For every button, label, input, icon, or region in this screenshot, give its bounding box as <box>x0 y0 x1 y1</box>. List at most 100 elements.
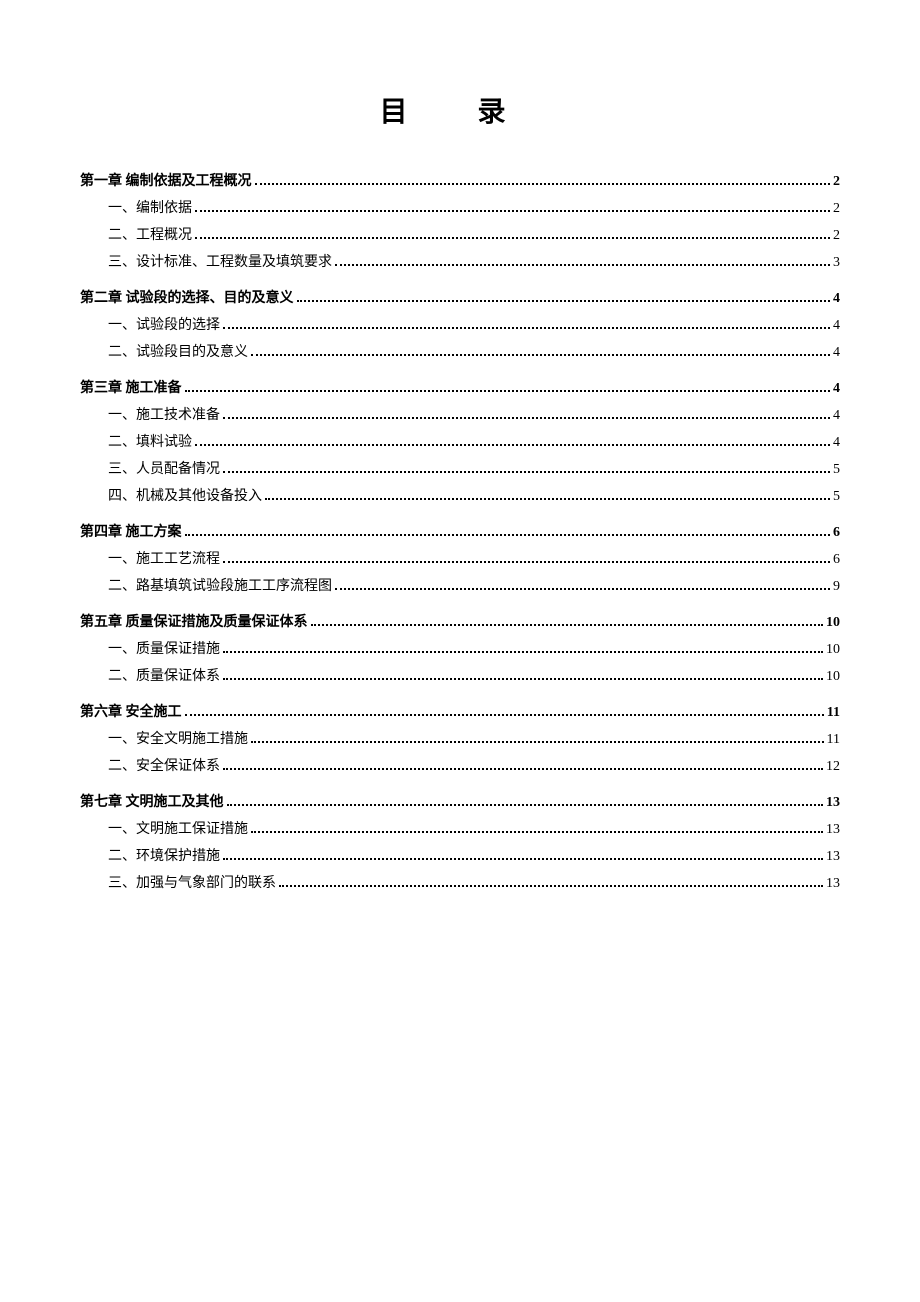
toc-leader-dots <box>223 858 823 860</box>
toc-label: 二、安全保证体系 <box>108 755 220 775</box>
toc-leader-dots <box>195 444 830 446</box>
toc-sub-row: 一、编制依据 2 <box>80 197 840 217</box>
toc-label: 第五章 质量保证措施及质量保证体系 <box>80 611 308 631</box>
toc-leader-dots <box>223 678 823 680</box>
toc-page-number: 4 <box>833 408 840 424</box>
toc-label: 二、路基填筑试验段施工工序流程图 <box>108 575 332 595</box>
toc-sub-row: 一、施工工艺流程 6 <box>80 548 840 568</box>
toc-page-number: 4 <box>833 345 840 361</box>
toc-leader-dots <box>223 471 830 473</box>
toc-sub-row: 三、人员配备情况 5 <box>80 458 840 478</box>
toc-leader-dots <box>223 327 830 329</box>
toc-chapter-row: 第四章 施工方案 6 <box>80 521 840 541</box>
toc-label: 二、环境保护措施 <box>108 845 220 865</box>
toc-page-number: 6 <box>833 525 840 541</box>
toc-label: 三、设计标准、工程数量及填筑要求 <box>108 251 332 271</box>
toc-page-number: 13 <box>826 822 840 838</box>
toc-chapter-row: 第二章 试验段的选择、目的及意义 4 <box>80 287 840 307</box>
toc-page-number: 13 <box>826 876 840 892</box>
toc-leader-dots <box>185 390 831 392</box>
toc-chapter-row: 第六章 安全施工 11 <box>80 701 840 721</box>
toc-page-number: 13 <box>826 849 840 865</box>
toc-leader-dots <box>251 354 830 356</box>
toc-label: 第七章 文明施工及其他 <box>80 791 224 811</box>
toc-label: 二、工程概况 <box>108 224 192 244</box>
toc-sub-row: 一、施工技术准备 4 <box>80 404 840 424</box>
toc-label: 一、编制依据 <box>108 197 192 217</box>
toc-leader-dots <box>223 768 823 770</box>
toc-sub-row: 二、工程概况 2 <box>80 224 840 244</box>
toc-leader-dots <box>265 498 830 500</box>
toc-label: 第四章 施工方案 <box>80 521 182 541</box>
toc-page-number: 9 <box>833 579 840 595</box>
toc-sub-row: 三、设计标准、工程数量及填筑要求 3 <box>80 251 840 271</box>
toc-chapter-row: 第三章 施工准备 4 <box>80 377 840 397</box>
toc-chapter-row: 第五章 质量保证措施及质量保证体系 10 <box>80 611 840 631</box>
toc-page-number: 2 <box>833 201 840 217</box>
toc-label: 三、人员配备情况 <box>108 458 220 478</box>
toc-page-number: 2 <box>833 228 840 244</box>
toc-sub-row: 一、安全文明施工措施 11 <box>80 728 840 748</box>
toc-page-number: 6 <box>833 552 840 568</box>
toc-leader-dots <box>297 300 831 302</box>
toc-label: 一、质量保证措施 <box>108 638 220 658</box>
toc-leader-dots <box>255 183 831 185</box>
toc-label: 四、机械及其他设备投入 <box>108 485 262 505</box>
toc-label: 一、试验段的选择 <box>108 314 220 334</box>
toc-sub-row: 二、质量保证体系 10 <box>80 665 840 685</box>
toc-leader-dots <box>195 237 830 239</box>
toc-label: 第六章 安全施工 <box>80 701 182 721</box>
toc-page-number: 11 <box>827 732 840 748</box>
toc-page-number: 10 <box>826 669 840 685</box>
toc-page-number: 10 <box>826 642 840 658</box>
toc-label: 第二章 试验段的选择、目的及意义 <box>80 287 294 307</box>
toc-label: 第三章 施工准备 <box>80 377 182 397</box>
toc-label: 二、质量保证体系 <box>108 665 220 685</box>
toc-chapter-row: 第七章 文明施工及其他 13 <box>80 791 840 811</box>
toc-sub-row: 二、填料试验 4 <box>80 431 840 451</box>
toc-page-number: 13 <box>826 795 840 811</box>
toc-label: 二、填料试验 <box>108 431 192 451</box>
toc-label: 第一章 编制依据及工程概况 <box>80 170 252 190</box>
toc-leader-dots <box>279 885 823 887</box>
toc-leader-dots <box>335 264 830 266</box>
toc-leader-dots <box>223 417 830 419</box>
toc-chapter-row: 第一章 编制依据及工程概况 2 <box>80 170 840 190</box>
toc-page-number: 4 <box>833 381 840 397</box>
toc-label: 二、试验段目的及意义 <box>108 341 248 361</box>
toc-sub-row: 二、试验段目的及意义 4 <box>80 341 840 361</box>
page-title: 目录 <box>80 90 840 130</box>
toc-leader-dots <box>223 561 830 563</box>
toc-page-number: 12 <box>826 759 840 775</box>
toc-sub-row: 二、路基填筑试验段施工工序流程图 9 <box>80 575 840 595</box>
toc-page-number: 4 <box>833 435 840 451</box>
toc-leader-dots <box>223 651 823 653</box>
toc-page-number: 4 <box>833 291 840 307</box>
toc-leader-dots <box>251 741 824 743</box>
toc-page-number: 11 <box>827 705 840 721</box>
toc-sub-row: 二、安全保证体系 12 <box>80 755 840 775</box>
toc-page-number: 3 <box>833 255 840 271</box>
toc-leader-dots <box>311 624 824 626</box>
toc-page-number: 5 <box>833 462 840 478</box>
toc-sub-row: 三、加强与气象部门的联系 13 <box>80 872 840 892</box>
toc-sub-row: 一、质量保证措施 10 <box>80 638 840 658</box>
toc-sub-row: 一、文明施工保证措施13 <box>80 818 840 838</box>
toc-leader-dots <box>185 534 831 536</box>
toc-leader-dots <box>335 588 830 590</box>
toc-label: 一、施工工艺流程 <box>108 548 220 568</box>
toc-label: 一、施工技术准备 <box>108 404 220 424</box>
toc-page-number: 5 <box>833 489 840 505</box>
toc-page-number: 2 <box>833 174 840 190</box>
toc-label: 一、安全文明施工措施 <box>108 728 248 748</box>
toc-label: 三、加强与气象部门的联系 <box>108 872 276 892</box>
toc-leader-dots <box>195 210 830 212</box>
toc-page-number: 10 <box>826 615 840 631</box>
toc-leader-dots <box>227 804 824 806</box>
toc-leader-dots <box>251 831 823 833</box>
toc-leader-dots <box>185 714 824 716</box>
toc-sub-row: 一、试验段的选择 4 <box>80 314 840 334</box>
toc-page-number: 4 <box>833 318 840 334</box>
table-of-contents: 第一章 编制依据及工程概况 2 一、编制依据 2 二、工程概况 2 三、设计标准、工程数量及… <box>80 170 840 892</box>
toc-sub-row: 二、环境保护措施 13 <box>80 845 840 865</box>
